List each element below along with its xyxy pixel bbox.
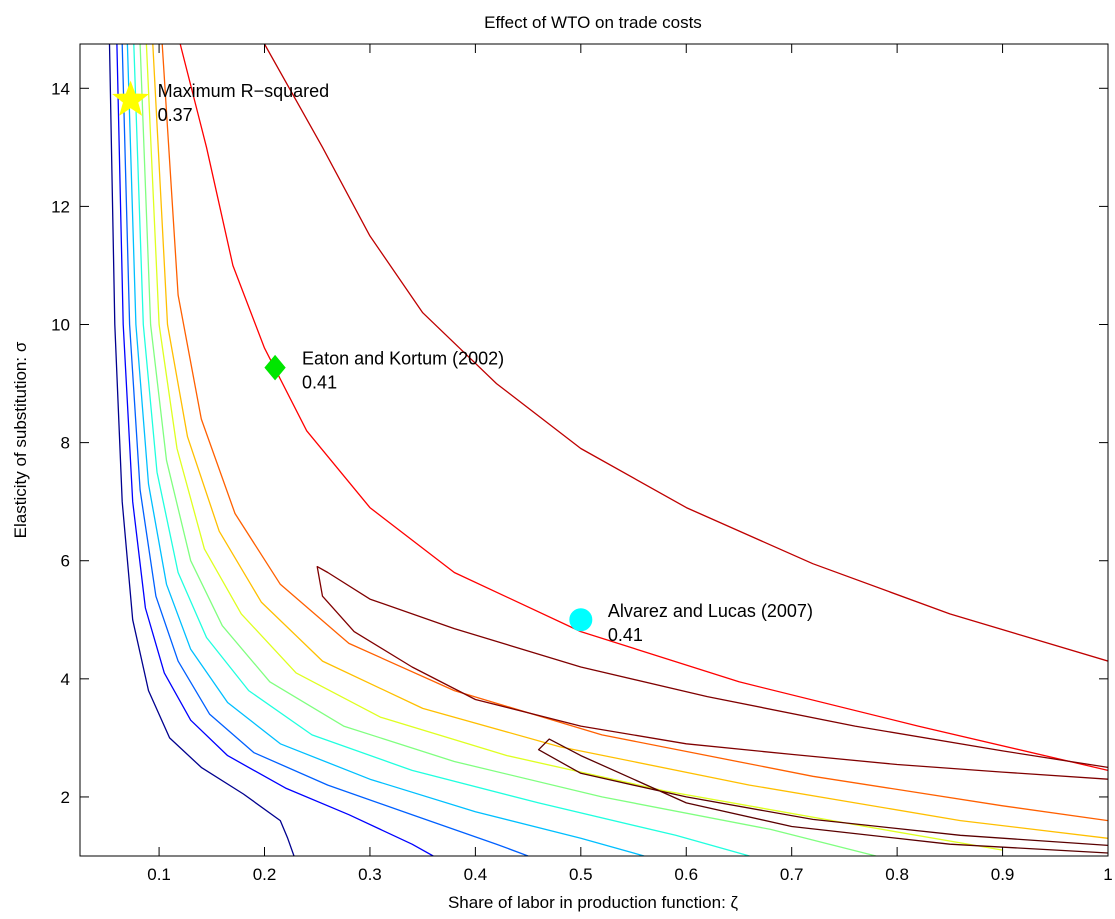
circle-marker <box>569 608 593 632</box>
x-axis-label: Share of labor in production function: ζ <box>448 893 739 912</box>
diamond-marker <box>264 354 286 381</box>
x-tick-label: 0.2 <box>253 865 277 884</box>
contour-line-12 <box>316 565 1108 780</box>
contour-line-9 <box>161 44 1108 822</box>
x-tick-label: 0.6 <box>674 865 698 884</box>
star-marker <box>112 80 150 116</box>
x-tick-label: 0.7 <box>780 865 804 884</box>
annotation-value: 0.41 <box>608 625 643 645</box>
contour-line-1 <box>108 44 295 856</box>
contour-lines <box>108 44 1108 856</box>
x-tick-label: 1 <box>1103 865 1112 884</box>
chart-title: Effect of WTO on trade costs <box>484 13 702 32</box>
annotation-group: Maximum R−squared 0.37 Eaton and Kortum (2… <box>112 80 813 645</box>
y-tick-label: 12 <box>51 197 70 216</box>
y-tick-label: 10 <box>51 316 70 335</box>
annotation-label: Eaton and Kortum (2002) <box>302 349 504 369</box>
x-tick-label: 0.5 <box>569 865 593 884</box>
annotation-value: 0.37 <box>158 105 193 125</box>
annotation-value: 0.41 <box>302 373 337 393</box>
y-tick-label: 8 <box>61 434 70 453</box>
contour-line-4 <box>126 44 645 856</box>
contour-line-11 <box>263 44 1108 662</box>
contour-line-7 <box>145 44 1003 851</box>
x-axis: 0.1 0.2 0.3 0.4 0.5 0.6 0.7 0.8 0.9 1 <box>147 44 1113 884</box>
contour-line-5 <box>133 44 750 856</box>
contour-line-10 <box>179 44 1108 772</box>
x-tick-label: 0.9 <box>991 865 1015 884</box>
plot-area-frame <box>79 43 1109 857</box>
contour-line-2 <box>116 44 434 856</box>
x-tick-label: 0.3 <box>358 865 382 884</box>
y-tick-label: 4 <box>61 670 70 689</box>
x-tick-label: 0.1 <box>147 865 171 884</box>
y-tick-label: 6 <box>61 552 70 571</box>
x-tick-label: 0.4 <box>464 865 488 884</box>
contour-line-3 <box>121 44 529 856</box>
contour-line-8 <box>152 44 1108 839</box>
y-tick-label: 2 <box>61 788 70 807</box>
contour-line-13 <box>537 738 1108 854</box>
y-tick-label: 14 <box>51 79 70 98</box>
y-axis: 2 4 6 8 10 12 14 <box>51 79 1108 807</box>
y-axis-label: Elasticity of substitution: σ <box>11 341 30 538</box>
annotation-label: Alvarez and Lucas (2007) <box>608 601 813 621</box>
contour-line-6 <box>139 44 877 856</box>
annotation-label: Maximum R−squared <box>158 81 330 101</box>
x-tick-label: 0.8 <box>885 865 909 884</box>
